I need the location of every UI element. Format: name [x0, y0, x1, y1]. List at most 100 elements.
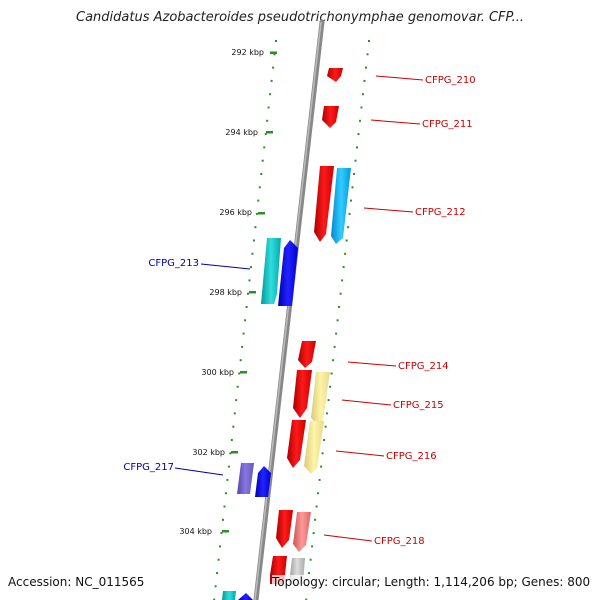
gene-label-CFPG_213[interactable]: CFPG_213 — [148, 258, 251, 270]
track-dot — [245, 306, 248, 308]
track-dot — [239, 359, 242, 362]
track-dot — [323, 439, 326, 441]
track-dot — [350, 199, 352, 202]
track-dot — [344, 252, 347, 255]
track-dot — [213, 598, 216, 600]
gene-arrow[interactable] — [304, 421, 324, 474]
track-dot — [236, 385, 239, 388]
track-dot — [272, 66, 275, 69]
track-dot — [251, 252, 254, 255]
track-dot — [341, 279, 344, 282]
track-dot — [226, 478, 229, 481]
track-dot — [311, 545, 314, 548]
track-dot — [264, 133, 267, 136]
gene-arrow[interactable] — [293, 370, 312, 418]
genome-backbone-highlight — [254, 21, 322, 600]
ruler-tick-label: 298 kbp — [209, 288, 242, 297]
track-dot — [232, 425, 235, 428]
track-dot — [363, 79, 366, 82]
track-dot — [238, 372, 241, 375]
track-dot — [321, 452, 324, 455]
track-dot — [366, 53, 369, 56]
track-dot — [250, 266, 252, 269]
svg-text:CFPG_210: CFPG_210 — [425, 75, 476, 86]
ruler-tick: 298 kbp — [209, 288, 256, 297]
gene-label-CFPG_210[interactable]: CFPG_210 — [375, 75, 476, 86]
track-dot — [309, 558, 312, 561]
track-dot — [330, 372, 333, 375]
track-dot — [365, 66, 367, 69]
gene-label-CFPG_212[interactable]: CFPG_212 — [363, 207, 466, 218]
track-dot — [275, 40, 277, 42]
track-dot — [360, 106, 363, 109]
track-dot — [335, 332, 338, 335]
gene-arrow[interactable] — [331, 168, 351, 244]
track-dot — [357, 133, 360, 136]
track-dot — [315, 505, 318, 508]
svg-text:CFPG_211: CFPG_211 — [422, 119, 473, 130]
track-dot — [257, 199, 260, 202]
track-dot — [339, 292, 342, 295]
gene-arrow[interactable] — [287, 420, 306, 468]
track-dot — [266, 119, 269, 122]
track-dot — [320, 465, 323, 468]
track-dot — [254, 226, 257, 229]
track-dot — [214, 585, 217, 588]
svg-text:CFPG_217: CFPG_217 — [123, 462, 174, 473]
svg-text:CFPG_212: CFPG_212 — [415, 207, 466, 218]
gene-arrow[interactable] — [222, 591, 236, 600]
track-dot — [273, 53, 276, 56]
track-dot — [333, 345, 336, 348]
track-dot — [312, 532, 315, 535]
gene-arrow[interactable] — [314, 166, 334, 242]
gene-label-CFPG_215[interactable]: CFPG_215 — [341, 399, 444, 411]
gene-arrow[interactable] — [327, 68, 343, 82]
gene-arrow[interactable] — [238, 593, 253, 600]
gene-label-CFPG_216[interactable]: CFPG_216 — [335, 450, 437, 462]
ruler-tick: 292 kbp — [231, 48, 277, 57]
ruler-tick-label: 304 kbp — [179, 527, 212, 536]
gene-arrow[interactable] — [261, 238, 281, 304]
gene-arrow[interactable] — [293, 512, 311, 552]
track-dot — [241, 345, 244, 348]
track-dot — [270, 79, 273, 82]
gene-arrow[interactable] — [311, 372, 330, 426]
track-dot — [332, 359, 335, 362]
track-dot — [354, 159, 357, 162]
track-dot — [258, 186, 261, 189]
track-dot — [356, 146, 358, 149]
accession-text: Accession: NC_011565 — [8, 575, 145, 589]
gene-label-CFPG_218[interactable]: CFPG_218 — [323, 534, 425, 547]
gene-arrow[interactable] — [255, 466, 271, 497]
track-dot — [342, 266, 345, 269]
track-dot — [305, 598, 308, 600]
track-dot — [217, 558, 220, 561]
gene-arrow[interactable] — [322, 106, 339, 128]
gene-label-CFPG_211[interactable]: CFPG_211 — [370, 119, 473, 130]
track-dot — [329, 385, 332, 388]
track-dot — [216, 572, 219, 574]
track-dot — [229, 452, 232, 455]
track-dot — [336, 319, 339, 322]
gene-label-CFPG_217[interactable]: CFPG_217 — [123, 462, 224, 476]
ruler: 292 kbp 294 kbp 296 kbp 298 kbp 300 kbp … — [179, 48, 277, 536]
track-dot — [269, 93, 272, 96]
gene-arrow[interactable] — [278, 240, 298, 306]
track-dot — [314, 518, 317, 521]
ruler-tick-label: 300 kbp — [201, 368, 234, 377]
gene-arrow[interactable] — [237, 463, 254, 494]
track-dot — [348, 212, 351, 215]
ruler-tick: 300 kbp — [201, 368, 247, 377]
ruler-tick-label: 302 kbp — [192, 448, 225, 457]
track-dot — [353, 173, 355, 175]
gene-label-CFPG_214[interactable]: CFPG_214 — [347, 361, 449, 372]
gene-arrow[interactable] — [298, 341, 316, 368]
gene-arrow[interactable] — [276, 510, 293, 548]
track-dot — [324, 425, 327, 428]
track-dot — [267, 106, 270, 109]
ruler-tick: 294 kbp — [225, 128, 273, 137]
svg-text:CFPG_214: CFPG_214 — [398, 361, 449, 372]
track-dot — [263, 146, 266, 149]
track-dot — [362, 93, 364, 96]
svg-text:CFPG_218: CFPG_218 — [374, 536, 425, 547]
